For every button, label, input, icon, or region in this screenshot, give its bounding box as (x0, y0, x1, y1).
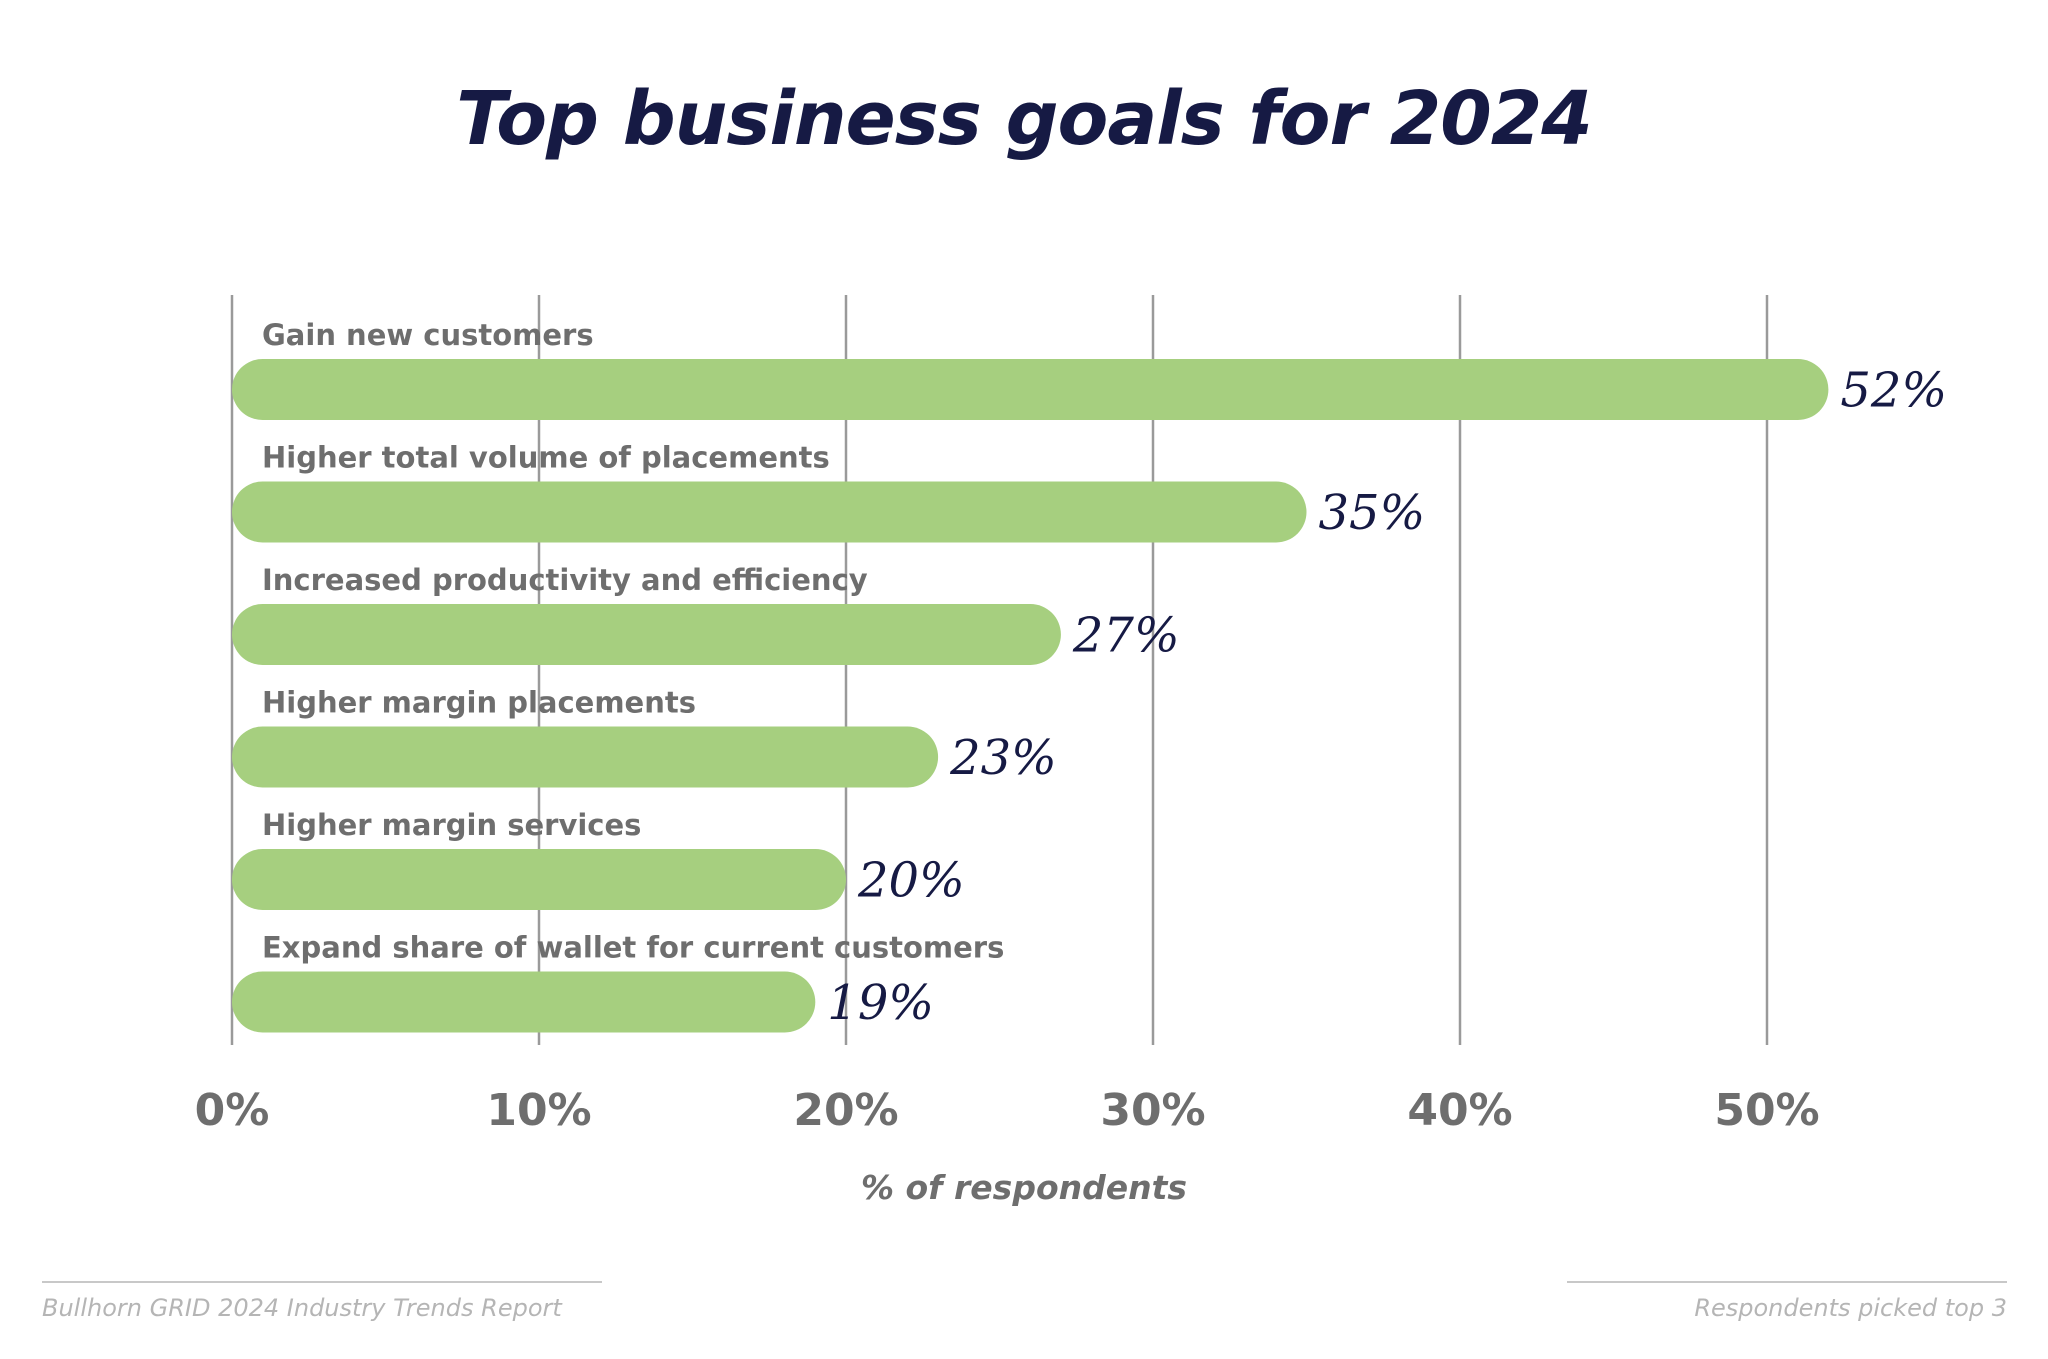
x-tick-label-10: 10% (486, 1085, 591, 1136)
category-label: Higher margin placements (262, 686, 696, 720)
x-tick-label-20: 20% (793, 1085, 898, 1136)
bar (232, 971, 816, 1033)
x-axis-ticks: 0% 10% 20% 30% 40% 50% (195, 1085, 1820, 1136)
respondents-note: Respondents picked top 3 (1694, 1294, 2007, 1322)
value-label: 52% (1840, 363, 1947, 419)
value-label: 19% (827, 975, 934, 1031)
value-label: 27% (1072, 608, 1180, 664)
category-label: Gain new customers (262, 318, 594, 352)
x-tick-label-0: 0% (195, 1085, 270, 1136)
bar (232, 604, 1061, 665)
category-label: Expand share of wallet for current custo… (262, 931, 1004, 965)
footer-rule-right (1567, 1281, 2007, 1283)
bar (232, 726, 939, 788)
x-tick-label-50: 50% (1714, 1085, 1819, 1136)
bar (232, 481, 1307, 543)
category-label: Higher margin services (262, 808, 641, 842)
value-label: 20% (857, 853, 965, 909)
bars: Gain new customers 52% Higher total volume… (232, 318, 1947, 1033)
category-label: Higher total volume of placements (262, 441, 830, 475)
chart-title: Top business goals for 2024 (456, 76, 1592, 162)
footer-rule-left (42, 1281, 602, 1283)
source-note: Bullhorn GRID 2024 Industry Trends Repor… (42, 1294, 562, 1322)
bar (232, 849, 846, 910)
value-label: 35% (1319, 485, 1426, 541)
category-label: Increased productivity and efficiency (262, 563, 868, 597)
x-tick-label-40: 40% (1407, 1085, 1512, 1136)
x-tick-label-30: 30% (1100, 1085, 1205, 1136)
value-label: 23% (949, 730, 1057, 786)
x-axis-label: % of respondents (860, 1168, 1188, 1207)
bar (232, 359, 1829, 420)
